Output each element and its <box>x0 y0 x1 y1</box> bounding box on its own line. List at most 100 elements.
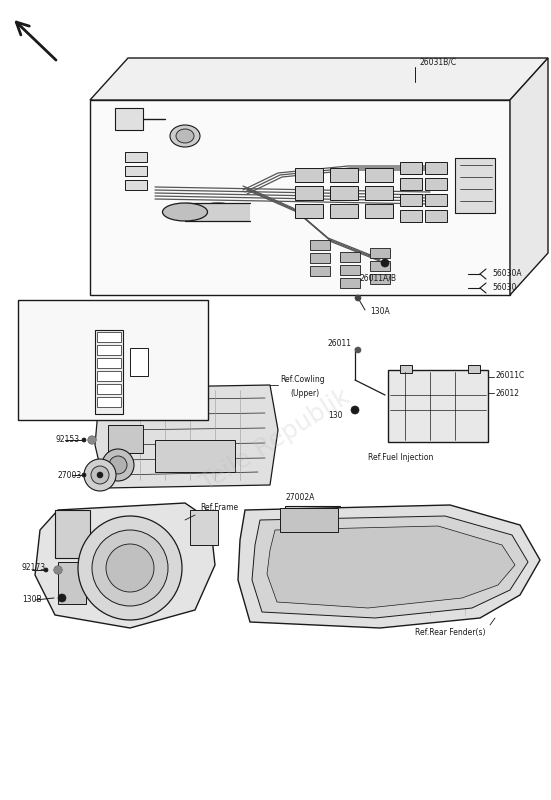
Text: 26006: 26006 <box>90 321 114 330</box>
Bar <box>295 510 330 523</box>
Bar <box>400 365 412 373</box>
Bar <box>185 203 250 221</box>
Bar <box>370 274 390 284</box>
Bar <box>400 194 422 206</box>
Polygon shape <box>238 505 540 628</box>
Text: 26011: 26011 <box>328 338 352 347</box>
Text: 26012: 26012 <box>495 389 519 398</box>
Circle shape <box>58 594 66 602</box>
Circle shape <box>351 406 359 414</box>
Circle shape <box>355 295 361 301</box>
Bar <box>97 332 121 342</box>
Circle shape <box>54 566 62 574</box>
Circle shape <box>106 544 154 592</box>
Bar <box>128 340 160 362</box>
Text: 26006B: 26006B <box>20 334 46 340</box>
Text: 26U06B: 26U06B <box>20 390 46 396</box>
Bar <box>18 300 208 420</box>
Text: 92161: 92161 <box>93 371 117 381</box>
Bar <box>370 248 390 258</box>
Ellipse shape <box>163 203 208 221</box>
Text: 27002A: 27002A <box>285 494 315 502</box>
Text: 130B: 130B <box>22 595 42 605</box>
Circle shape <box>93 390 98 395</box>
Bar <box>125 152 147 162</box>
Circle shape <box>109 456 127 474</box>
Bar <box>400 162 422 174</box>
Circle shape <box>93 405 98 410</box>
Bar <box>130 368 155 386</box>
Polygon shape <box>90 100 510 295</box>
Bar <box>365 168 393 182</box>
Circle shape <box>88 436 96 444</box>
Bar <box>97 397 121 407</box>
Circle shape <box>93 334 98 339</box>
Bar <box>310 240 330 250</box>
Text: 56030: 56030 <box>492 283 516 293</box>
Text: 26011A/B: 26011A/B <box>360 274 397 282</box>
Bar <box>310 253 330 263</box>
Text: Ref.Fuel Injection: Ref.Fuel Injection <box>368 454 434 462</box>
Bar <box>330 186 358 200</box>
Bar <box>97 358 121 368</box>
Bar <box>95 330 123 414</box>
Text: 26031B/C: 26031B/C <box>420 58 457 66</box>
Bar <box>400 178 422 190</box>
Bar <box>285 506 340 528</box>
Bar <box>340 278 360 288</box>
Ellipse shape <box>176 129 194 143</box>
Circle shape <box>88 436 96 444</box>
Text: 26006B: 26006B <box>152 367 178 373</box>
Bar <box>455 158 495 213</box>
Circle shape <box>82 438 86 442</box>
Bar <box>400 210 422 222</box>
Polygon shape <box>95 385 278 488</box>
Bar <box>58 562 86 604</box>
Text: 27002: 27002 <box>92 341 116 350</box>
Text: 27003: 27003 <box>58 470 82 479</box>
Text: 26006A: 26006A <box>152 347 178 353</box>
Text: 130A: 130A <box>370 307 390 317</box>
Bar <box>150 392 180 420</box>
Text: (Upper): (Upper) <box>290 390 319 398</box>
Text: Ref.Fuel  Injection: Ref.Fuel Injection <box>290 567 358 577</box>
Bar <box>108 392 143 420</box>
Polygon shape <box>90 58 548 100</box>
Bar <box>365 204 393 218</box>
Bar <box>468 365 480 373</box>
Circle shape <box>102 449 134 481</box>
Bar <box>295 204 323 218</box>
Bar <box>280 508 338 532</box>
Circle shape <box>91 466 109 484</box>
Circle shape <box>92 530 168 606</box>
Bar <box>55 510 90 558</box>
Circle shape <box>93 362 98 367</box>
Text: 26006: 26006 <box>20 348 41 354</box>
Polygon shape <box>252 516 528 618</box>
Circle shape <box>78 516 182 620</box>
Bar <box>425 162 447 174</box>
Text: Teile Republik: Teile Republik <box>196 384 354 496</box>
Circle shape <box>93 349 98 354</box>
Polygon shape <box>510 58 548 295</box>
Bar <box>125 166 147 176</box>
Polygon shape <box>267 526 515 608</box>
Bar <box>370 261 390 271</box>
Bar <box>108 425 143 453</box>
Circle shape <box>84 459 116 491</box>
Text: 26011C: 26011C <box>495 370 524 379</box>
Bar <box>97 345 121 355</box>
Text: 92153: 92153 <box>55 435 79 445</box>
Text: 56030A: 56030A <box>492 270 522 278</box>
Text: 26006: 26006 <box>20 404 41 410</box>
Text: Ref.Cowling: Ref.Cowling <box>280 375 325 385</box>
Bar <box>425 178 447 190</box>
Bar <box>425 210 447 222</box>
Circle shape <box>82 473 86 477</box>
Circle shape <box>93 377 98 382</box>
Text: Fuse  Box: Fuse Box <box>38 309 74 318</box>
Bar <box>340 265 360 275</box>
Bar <box>295 186 323 200</box>
Text: Ref.Frame: Ref.Frame <box>200 503 238 513</box>
Circle shape <box>44 568 48 572</box>
